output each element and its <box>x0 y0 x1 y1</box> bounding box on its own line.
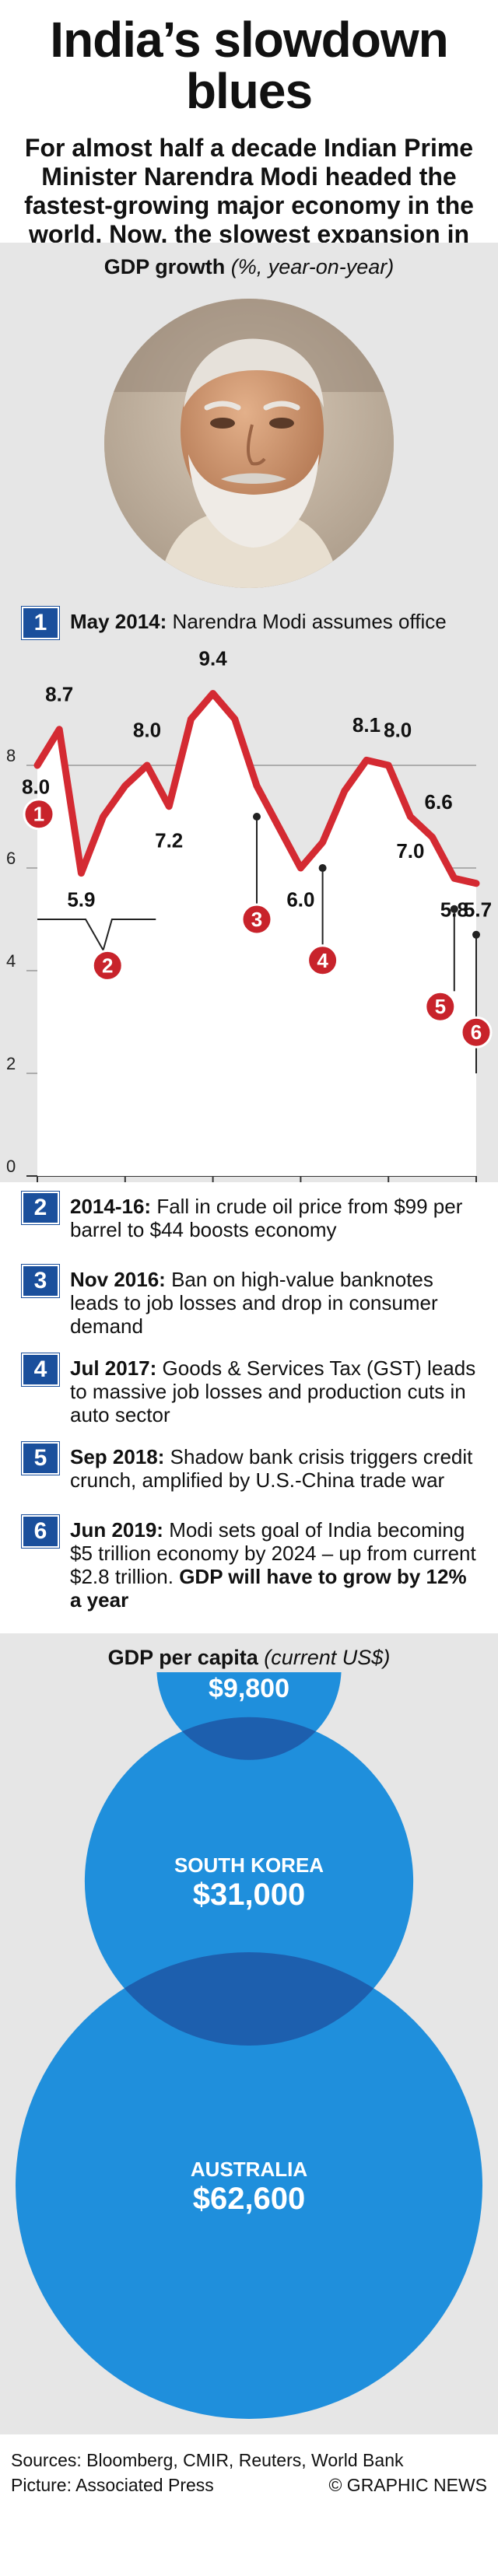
country-value: $62,600 <box>193 2182 306 2216</box>
data-label: 8.0 <box>133 719 161 742</box>
event-5: 5 Sep 2018: Shadow bank crisis triggers … <box>22 1442 482 1492</box>
country-value: $31,000 <box>193 1878 306 1912</box>
event-pointer-dot <box>450 905 458 913</box>
event-text: Modi sets goal of India becoming $5 tril… <box>70 1518 476 1588</box>
bubble-south-korea <box>84 1717 414 2046</box>
gdp-per-capita-title-text: GDP per capita <box>107 1646 258 1669</box>
event-text: Narendra Modi assumes office <box>172 610 447 633</box>
event-pointer-dot <box>318 864 327 872</box>
gdp-growth-title: GDP growth (%, year-on-year) <box>0 255 498 279</box>
event-marker-number: 3 <box>251 908 262 931</box>
data-label: 8.7 <box>45 683 73 706</box>
country-name: AUSTRALIA <box>191 2158 307 2181</box>
y-tick-label: 0 <box>6 1157 16 1176</box>
event-number-badge: 3 <box>22 1265 59 1297</box>
title-line-2: blues <box>185 63 313 119</box>
event-3: 3 Nov 2016: Ban on high-value banknotes … <box>22 1265 482 1338</box>
gdp-growth-panel: GDP growth (%, year-on-year) <box>0 243 498 1207</box>
event-4: 4 Jul 2017: Goods & Services Tax (GST) l… <box>22 1353 482 1426</box>
event-text: Shadow bank crisis triggers credit crunc… <box>70 1445 473 1492</box>
event-text: Ban on high-value banknotes leads to job… <box>70 1268 438 1338</box>
data-label: 8.0 <box>22 775 50 798</box>
data-label: 7.2 <box>155 829 183 852</box>
gdp-growth-series-line <box>33 690 480 887</box>
event-text: Goods & Services Tax (GST) leads to mass… <box>70 1356 476 1426</box>
event-2: 2 2014-16: Fall in crude oil price from … <box>22 1192 482 1241</box>
page-title: India’s slowdown blues <box>19 14 479 117</box>
event-marker-number: 5 <box>435 995 446 1018</box>
graphic-news-credit: © GRAPHIC NEWS <box>328 2475 487 2495</box>
event-number-badge: 4 <box>22 1353 59 1386</box>
data-label: 5.7 <box>464 898 492 922</box>
event-date: Jul 2017: <box>70 1356 157 1380</box>
country-name: SOUTH KOREA <box>174 1853 324 1877</box>
data-label: 9.4 <box>199 646 228 670</box>
title-line-1: India’s slowdown <box>50 12 448 68</box>
gdp-growth-line-chart: 02468Q12014Q12015Q12016Q12017Q12018Q1201… <box>6 646 496 1207</box>
data-label: 6.0 <box>286 888 314 912</box>
event-marker-number: 1 <box>33 803 44 826</box>
event-marker-number: 6 <box>471 1020 482 1044</box>
event-date: Jun 2019: <box>70 1518 163 1542</box>
country-value: $9,800 <box>209 1674 289 1703</box>
event-emphasis: GDP will have to grow by 12% a year <box>70 1565 467 1612</box>
gdp-growth-title-unit: (%, year-on-year) <box>230 255 395 278</box>
picture-credit: Picture: Associated Press <box>11 2475 214 2495</box>
event-pointer-dot <box>472 930 480 939</box>
events-section <box>0 1182 498 1649</box>
gdp-per-capita-title-unit: (current US$) <box>264 1646 391 1669</box>
portrait-illustration <box>104 299 394 588</box>
event-marker-3 <box>240 903 273 936</box>
event-date: Sep 2018: <box>70 1445 165 1468</box>
modi-portrait-photo <box>104 299 394 588</box>
gdp-per-capita-title: GDP per capita (current US$) <box>0 1646 498 1670</box>
event-marker-6 <box>460 1016 493 1048</box>
data-label: 8.0 <box>384 719 412 742</box>
data-label: 5.9 <box>67 888 95 912</box>
event-marker-1 <box>23 798 55 831</box>
gdp-per-capita-bubble-chart: INDIA$2,020INDONESIA$3,890CHINA$9,800SOU… <box>16 1672 482 2419</box>
event-1-label: 1 May 2014: Narendra Modi assumes office <box>22 607 482 639</box>
event-pointer-dot <box>253 813 261 821</box>
event-marker-2 <box>91 949 124 982</box>
y-tick-label: 2 <box>6 1054 16 1073</box>
event-date: Nov 2016: <box>70 1268 166 1291</box>
event-6: 6 Jun 2019: Modi sets goal of India beco… <box>22 1515 482 1612</box>
data-label: 7.0 <box>396 839 424 863</box>
sources-text: Sources: Bloomberg, CMIR, Reuters, World… <box>11 2450 404 2470</box>
y-tick-label: 8 <box>6 746 16 765</box>
bubble-australia <box>16 1952 482 2419</box>
footer: Sources: Bloomberg, CMIR, Reuters, World… <box>0 2434 498 2574</box>
event-date: May 2014: <box>70 610 167 633</box>
oil-price-callout-line <box>37 919 156 953</box>
event-number-badge: 6 <box>22 1515 59 1548</box>
event-number-badge: 2 <box>22 1192 59 1224</box>
y-tick-label: 6 <box>6 849 16 868</box>
gdp-growth-title-text: GDP growth <box>103 255 226 278</box>
event-date: 2014-16: <box>70 1195 152 1218</box>
y-tick-label: 4 <box>6 951 16 971</box>
header: India’s slowdown blues For almost half a… <box>0 0 498 306</box>
data-label: 5.8 <box>440 898 468 922</box>
event-marker-number: 2 <box>102 954 113 977</box>
gdp-per-capita-panel: GDP per capita (current US$) INDIA$2,020… <box>0 1633 498 2434</box>
event-text: Fall in crude oil price from $99 per bar… <box>70 1195 463 1241</box>
data-label: 6.6 <box>425 790 453 814</box>
event-marker-4 <box>307 944 339 977</box>
event-marker-5 <box>424 990 457 1023</box>
event-number-badge: 1 <box>22 607 59 639</box>
event-number-badge: 5 <box>22 1442 59 1475</box>
data-label: 8.1 <box>352 713 381 737</box>
event-marker-number: 4 <box>317 949 328 972</box>
